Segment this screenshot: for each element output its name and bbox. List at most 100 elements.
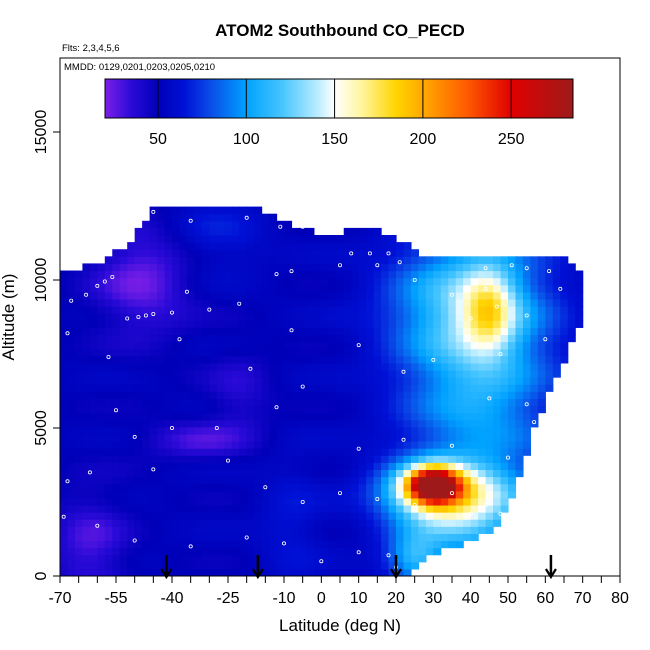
heatmap-cell [276,405,285,414]
heatmap-cell [172,284,181,293]
heatmap-cell [112,526,121,534]
heatmap-cell [306,540,315,549]
heatmap-cell [440,313,449,321]
heatmap-cell [291,341,300,350]
heatmap-cell [172,227,181,236]
heatmap-cell [157,519,166,527]
heatmap-cell [381,391,390,399]
heatmap-cell [284,220,293,229]
heatmap-cell [388,540,397,549]
heatmap-cell [224,547,233,556]
heatmap-cell [403,263,412,272]
heatmap-cell [463,341,472,350]
heatmap-cell [418,298,427,307]
heatmap-cell [142,540,151,549]
heatmap-cell [149,483,158,492]
heatmap-cell [209,483,218,492]
heatmap-cell [142,291,151,300]
heatmap-cell [508,263,517,272]
heatmap-cell [366,348,375,357]
heatmap-cell [500,313,509,321]
heatmap-cell [201,249,210,257]
heatmap-cell [67,369,76,378]
heatmap-cell [343,355,352,364]
heatmap-cell [89,526,98,534]
heatmap-cell [276,306,285,314]
heatmap-cell [403,419,412,428]
heatmap-cell [276,526,285,534]
heatmap-cell [261,398,270,407]
heatmap-cell [89,277,98,286]
heatmap-cell [336,455,345,463]
sample-point [184,289,189,294]
heatmap-cell [336,405,345,414]
heatmap-cell [306,561,315,570]
heatmap-cell [455,327,464,336]
sample-point [263,485,268,490]
heatmap-cell [410,369,419,378]
heatmap-cell [134,291,143,300]
y-tick-label: 10000 [33,258,50,303]
heatmap-cell [186,426,195,435]
heatmap-cell [82,426,91,435]
heatmap-cell [373,448,382,456]
heatmap-cell [388,419,397,428]
heatmap-cell [336,391,345,399]
heatmap-cell [470,490,479,499]
heatmap-cell [500,504,509,513]
heatmap-cell [313,384,322,392]
heatmap-cell [530,391,539,399]
heatmap-cell [313,497,322,506]
heatmap-cell [74,419,83,428]
heatmap-cell [515,369,524,378]
heatmap-cell [381,277,390,286]
heatmap-cell [306,334,315,343]
heatmap-cell [186,263,195,272]
heatmap-cell [455,256,464,265]
heatmap-cell [224,412,233,421]
heatmap-cell [381,377,390,385]
heatmap-cell [97,554,106,563]
heatmap-cell [134,490,143,499]
heatmap-cell [194,568,203,576]
heatmap-cell [254,398,263,407]
dates-note: MMDD: 0129,0201,0203,0205,0210 [64,62,215,73]
heatmap-cell [134,320,143,328]
heatmap-cell [522,320,531,328]
heatmap-cell [455,426,464,435]
heatmap-cell [425,284,434,293]
heatmap-cell [82,291,91,300]
heatmap-cell [567,298,576,307]
heatmap-cell [231,433,240,442]
heatmap-cell [485,263,494,272]
heatmap-cell [306,554,315,563]
heatmap-cell [186,533,195,542]
heatmap-cell [381,476,390,485]
heatmap-cell [82,483,91,492]
heatmap-cell [164,519,173,527]
sample-point [132,538,137,543]
heatmap-cell [164,476,173,485]
heatmap-cell [157,547,166,556]
heatmap-cell [388,249,397,257]
heatmap-cell [336,412,345,421]
heatmap-cell [410,249,419,257]
heatmap-cell [366,377,375,385]
heatmap-cell [291,270,300,279]
heatmap-cell [164,448,173,456]
heatmap-cell [396,256,405,265]
heatmap-cell [328,391,337,399]
heatmap-cell [351,227,360,236]
heatmap-cell [306,469,315,478]
heatmap-cell [239,540,248,549]
heatmap-cell [448,483,457,492]
heatmap-cell [545,263,554,272]
heatmap-cell [127,348,136,357]
heatmap-cell [298,469,307,478]
heatmap-cell [455,469,464,478]
heatmap-cell [134,377,143,385]
heatmap-cell [373,405,382,414]
heatmap-cell [149,220,158,229]
heatmap-cell [194,334,203,343]
heatmap-cell [448,334,457,343]
